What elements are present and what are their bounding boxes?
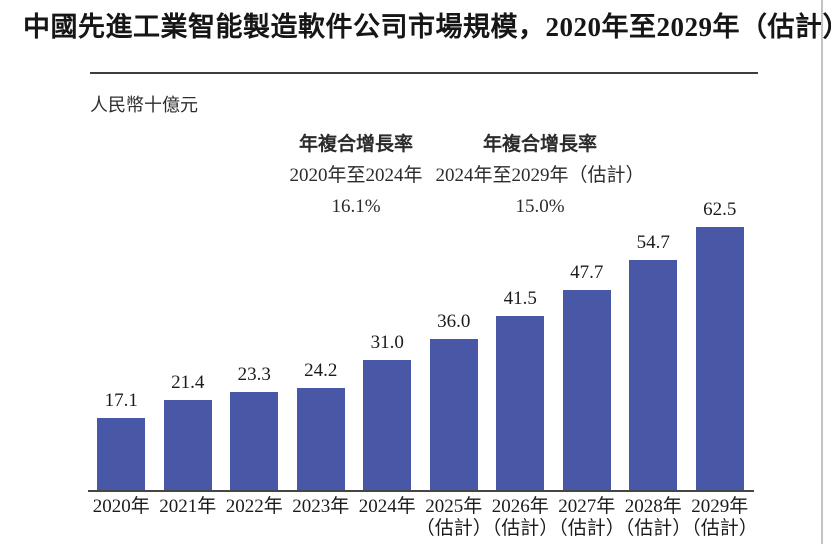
bar bbox=[296, 388, 345, 490]
cagr-heading: 年複合增長率 bbox=[298, 134, 413, 155]
bar-value-label: 21.4 bbox=[171, 372, 205, 393]
bar-column: 23.3 bbox=[221, 364, 288, 490]
page-title: 中國先進工業智能製造軟件公司市場規模，2020年至2029年（估計） bbox=[23, 12, 831, 42]
bar-column: 21.4 bbox=[155, 372, 222, 490]
bar-value-label: 24.2 bbox=[304, 360, 338, 381]
title-divider bbox=[90, 72, 758, 74]
bar-value-label: 17.1 bbox=[104, 390, 138, 411]
bar bbox=[363, 360, 412, 490]
bar bbox=[230, 392, 279, 490]
x-axis-label: 2027年 （估計） bbox=[548, 496, 625, 539]
cagr-period: 2024年至2029年（估計） bbox=[435, 165, 645, 186]
x-axis-label: 2020年 bbox=[92, 496, 150, 517]
bar-column: 41.5 bbox=[487, 288, 554, 490]
x-axis-label: 2026年 （估計） bbox=[482, 496, 559, 539]
bar bbox=[695, 227, 744, 490]
x-axis-line bbox=[88, 490, 754, 492]
bar bbox=[163, 400, 212, 490]
bar-column: 17.1 bbox=[88, 390, 155, 490]
bar-column: 62.5 bbox=[687, 199, 754, 490]
bar-chart: 17.1 21.4 23.3 24.2 31.0 36.0 41.5 47.7 54.7 62.5… bbox=[88, 199, 758, 540]
unit-label: 人民幣十億元 bbox=[90, 95, 198, 115]
x-axis-label: 2029年 （估計） bbox=[681, 496, 758, 539]
bar bbox=[429, 339, 478, 490]
x-axis-label: 2025年 （估計） bbox=[415, 496, 492, 539]
bar bbox=[562, 290, 611, 490]
bar-value-label: 36.0 bbox=[437, 311, 471, 332]
bars-row: 17.1 21.4 23.3 24.2 31.0 36.0 41.5 47.7 54.7 62.5 bbox=[88, 199, 754, 490]
bar-column: 54.7 bbox=[620, 232, 687, 490]
cagr-annotation-2024-2029: 年複合增長率 2024年至2029年（估計） 15.0% bbox=[410, 129, 670, 222]
x-axis-labels: 2020年 2021年 2022年 2023年 2024年 2025年 （估計） 2026年（… bbox=[88, 492, 758, 540]
bar-value-label: 47.7 bbox=[570, 262, 604, 283]
bar bbox=[496, 316, 545, 490]
page-edge-line bbox=[821, 0, 823, 544]
x-axis-label: 2024年 bbox=[358, 496, 416, 517]
cagr-value: 16.1% bbox=[331, 196, 381, 217]
bar-column: 24.2 bbox=[288, 360, 355, 490]
cagr-annotation-2020-2024: 年複合增長率 2020年至2024年 16.1% bbox=[226, 129, 486, 222]
bar-value-label: 54.7 bbox=[636, 232, 670, 253]
bar-column: 47.7 bbox=[554, 262, 621, 490]
bar bbox=[97, 418, 146, 490]
x-axis-label: 2021年 bbox=[159, 496, 217, 517]
bar-value-label: 62.5 bbox=[703, 199, 737, 220]
bar-value-label: 41.5 bbox=[503, 288, 537, 309]
cagr-heading: 年複合增長率 bbox=[482, 134, 597, 155]
x-axis-label: 2022年 bbox=[225, 496, 283, 517]
cagr-value: 15.0% bbox=[515, 196, 565, 217]
bar bbox=[629, 260, 678, 490]
bar-value-label: 23.3 bbox=[237, 364, 271, 385]
cagr-period: 2020年至2024年 bbox=[289, 165, 423, 186]
x-axis-label: 2023年 bbox=[292, 496, 350, 517]
bar-column: 36.0 bbox=[421, 311, 488, 490]
bar-column: 31.0 bbox=[354, 332, 421, 490]
x-axis-label: 2028年 （估計） bbox=[615, 496, 692, 539]
bar-value-label: 31.0 bbox=[370, 332, 404, 353]
